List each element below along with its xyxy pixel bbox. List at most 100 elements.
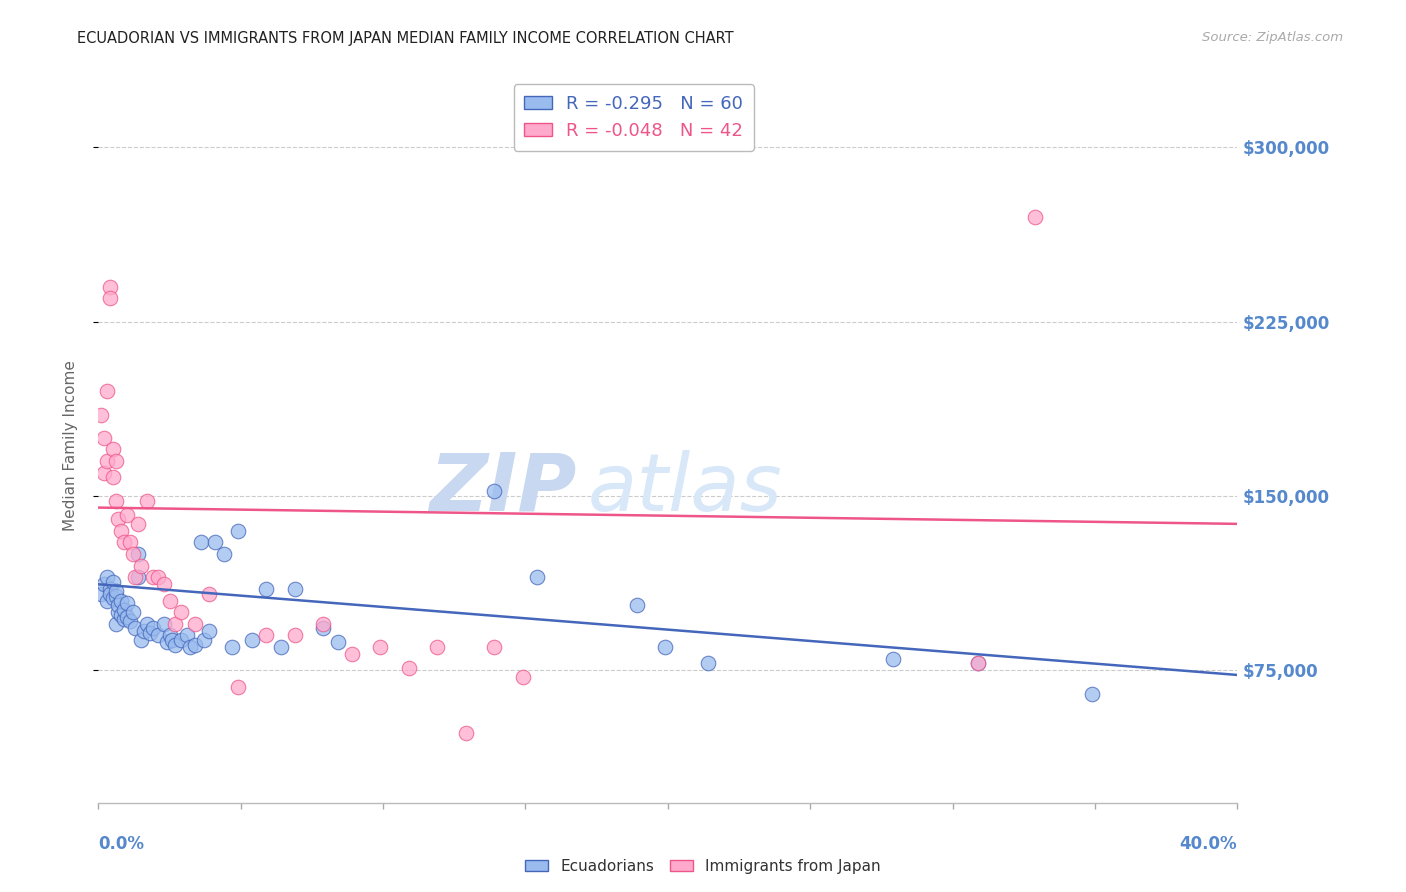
- Point: [112, 603, 135, 617]
- Point: [368, 640, 391, 654]
- Point: [221, 640, 243, 654]
- Point: [96, 454, 118, 468]
- Point: [107, 599, 129, 613]
- Point: [98, 582, 121, 596]
- Point: [115, 596, 138, 610]
- Point: [170, 633, 193, 648]
- Text: 0.0%: 0.0%: [98, 835, 145, 853]
- Point: [132, 624, 155, 638]
- Point: [426, 640, 449, 654]
- Point: [284, 628, 307, 642]
- Point: [284, 582, 307, 596]
- Point: [193, 633, 215, 648]
- Point: [165, 616, 187, 631]
- Point: [882, 651, 904, 665]
- Point: [254, 628, 277, 642]
- Point: [98, 292, 121, 306]
- Point: [104, 454, 127, 468]
- Point: [127, 516, 149, 531]
- Point: [121, 605, 143, 619]
- Point: [159, 628, 181, 642]
- Point: [967, 657, 990, 671]
- Point: [96, 593, 118, 607]
- Point: [176, 628, 198, 642]
- Point: [1024, 210, 1046, 224]
- Point: [118, 615, 141, 629]
- Point: [141, 622, 163, 636]
- Point: [240, 633, 263, 648]
- Point: [153, 577, 176, 591]
- Point: [129, 633, 152, 648]
- Point: [118, 535, 141, 549]
- Point: [162, 633, 184, 648]
- Point: [141, 570, 163, 584]
- Point: [198, 624, 221, 638]
- Point: [101, 574, 124, 589]
- Point: [104, 493, 127, 508]
- Text: atlas: atlas: [588, 450, 783, 528]
- Point: [135, 616, 157, 631]
- Point: [226, 680, 249, 694]
- Point: [159, 593, 181, 607]
- Point: [312, 622, 335, 636]
- Point: [104, 616, 127, 631]
- Point: [398, 661, 420, 675]
- Point: [512, 670, 534, 684]
- Text: ZIP: ZIP: [429, 450, 576, 528]
- Point: [184, 616, 207, 631]
- Point: [270, 640, 292, 654]
- Point: [127, 570, 149, 584]
- Point: [110, 524, 132, 538]
- Point: [326, 635, 349, 649]
- Point: [138, 626, 160, 640]
- Point: [170, 605, 193, 619]
- Point: [127, 547, 149, 561]
- Point: [121, 547, 143, 561]
- Point: [526, 570, 548, 584]
- Point: [101, 442, 124, 457]
- Point: [124, 570, 146, 584]
- Point: [101, 591, 124, 606]
- Point: [107, 605, 129, 619]
- Point: [165, 638, 187, 652]
- Point: [112, 612, 135, 626]
- Point: [90, 586, 112, 600]
- Point: [179, 640, 201, 654]
- Point: [198, 586, 221, 600]
- Point: [93, 431, 115, 445]
- Point: [312, 616, 335, 631]
- Point: [654, 640, 676, 654]
- Point: [115, 610, 138, 624]
- Legend: R = -0.295   N = 60, R = -0.048   N = 42: R = -0.295 N = 60, R = -0.048 N = 42: [513, 84, 754, 151]
- Point: [626, 599, 648, 613]
- Point: [107, 512, 129, 526]
- Text: ECUADORIAN VS IMMIGRANTS FROM JAPAN MEDIAN FAMILY INCOME CORRELATION CHART: ECUADORIAN VS IMMIGRANTS FROM JAPAN MEDI…: [77, 31, 734, 46]
- Point: [98, 279, 121, 293]
- Point: [115, 508, 138, 522]
- Legend: Ecuadorians, Immigrants from Japan: Ecuadorians, Immigrants from Japan: [519, 853, 887, 880]
- Point: [148, 628, 170, 642]
- Point: [96, 570, 118, 584]
- Point: [112, 535, 135, 549]
- Point: [454, 726, 477, 740]
- Point: [148, 570, 170, 584]
- Point: [93, 577, 115, 591]
- Point: [96, 384, 118, 399]
- Point: [93, 466, 115, 480]
- Point: [1081, 687, 1104, 701]
- Point: [696, 657, 718, 671]
- Point: [104, 589, 127, 603]
- Point: [204, 535, 226, 549]
- Point: [129, 558, 152, 573]
- Point: [212, 547, 235, 561]
- Point: [153, 616, 176, 631]
- Y-axis label: Median Family Income: Median Family Income: [63, 360, 77, 532]
- Point: [104, 584, 127, 599]
- Point: [124, 622, 146, 636]
- Point: [101, 470, 124, 484]
- Point: [156, 635, 179, 649]
- Point: [98, 586, 121, 600]
- Point: [967, 657, 990, 671]
- Point: [110, 593, 132, 607]
- Point: [226, 524, 249, 538]
